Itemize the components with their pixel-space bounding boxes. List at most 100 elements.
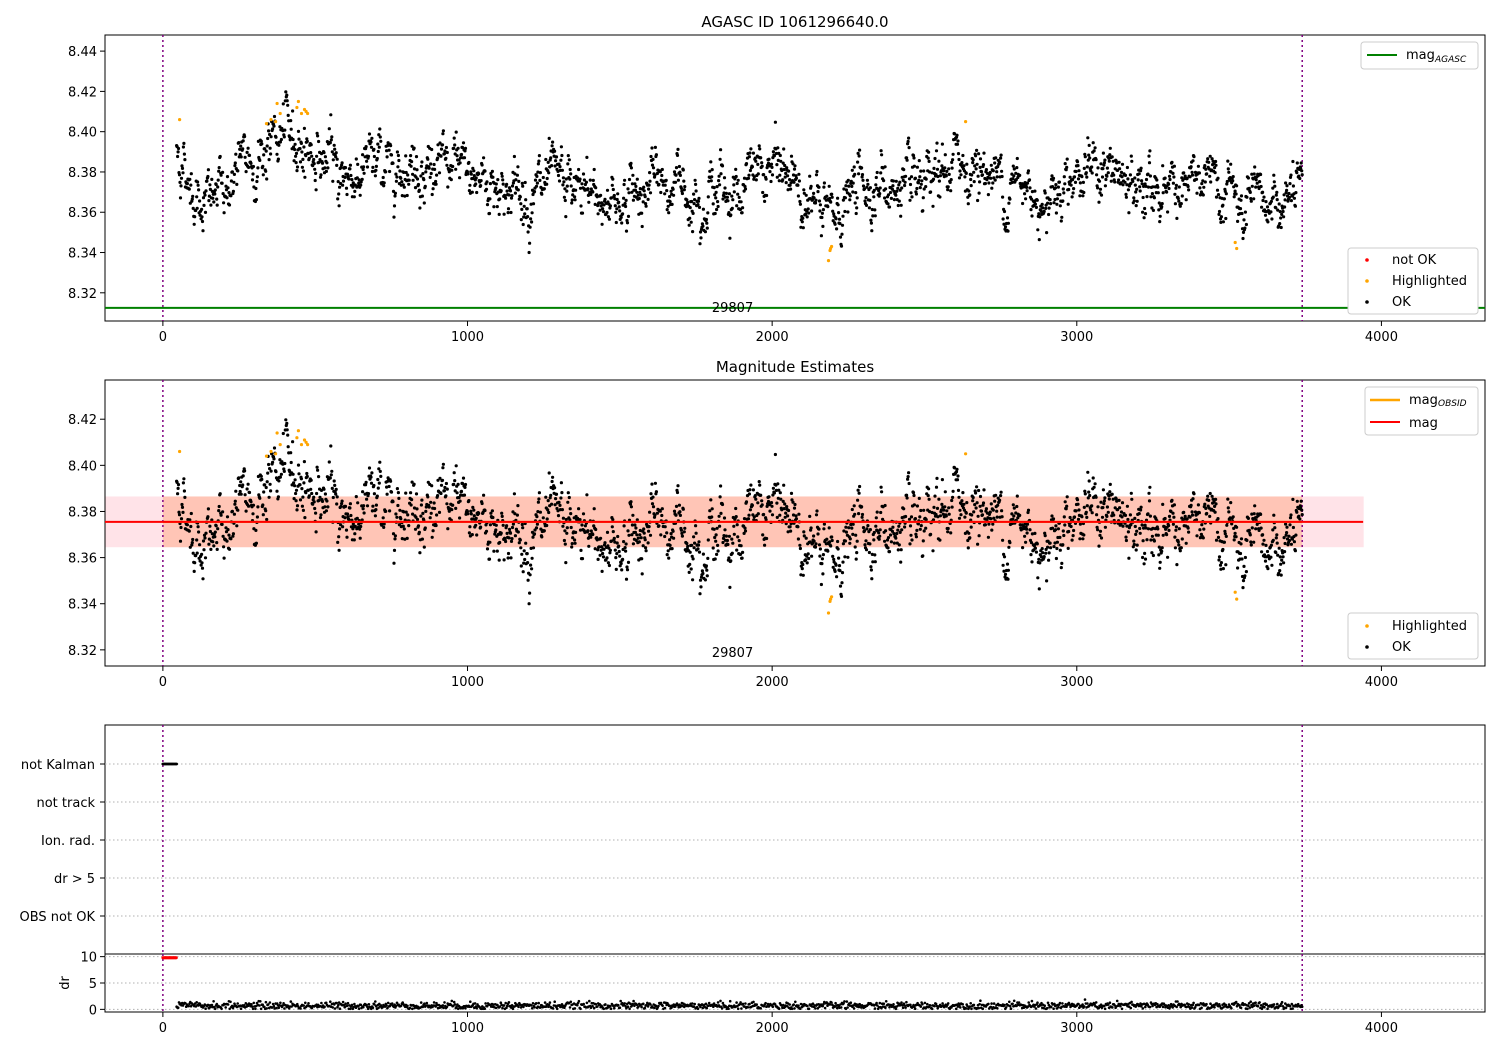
ok-point (692, 202, 696, 206)
ok-point (867, 550, 872, 555)
ok-point (1213, 166, 1217, 170)
ok-point (474, 182, 478, 186)
ok-point (317, 160, 321, 164)
ok-point (423, 184, 427, 188)
y-tick-label: 8.32 (68, 644, 97, 659)
ok-point (631, 513, 635, 517)
ok-point (600, 569, 604, 574)
ok-point (519, 202, 523, 206)
dr-point (335, 1001, 339, 1005)
ok-point (688, 216, 692, 220)
ok-point (646, 541, 650, 545)
ok-point (769, 162, 774, 166)
ok-point (521, 222, 525, 227)
ok-point (943, 490, 947, 494)
ok-point (1175, 563, 1179, 567)
ok-point (1205, 172, 1209, 176)
ok-point (319, 152, 324, 156)
ok-point (1216, 176, 1220, 180)
ok-point (294, 161, 298, 165)
ok-point (538, 171, 543, 175)
ok-point (1084, 510, 1088, 514)
ok-point (977, 191, 981, 195)
ok-point (693, 541, 697, 545)
ok-point (1147, 499, 1152, 503)
ok-point (798, 202, 803, 206)
ok-point (1076, 164, 1080, 168)
ok-point (1062, 175, 1066, 179)
ok-point (814, 513, 819, 517)
dr-point (254, 1007, 257, 1011)
ok-point (307, 156, 311, 160)
ok-point (895, 531, 899, 536)
ok-point (1132, 539, 1136, 543)
ok-point (333, 483, 337, 487)
ok-point (559, 496, 563, 500)
ok-point (563, 187, 567, 191)
ok-point (713, 535, 717, 540)
ok-point (1203, 180, 1207, 184)
ok-point (531, 202, 536, 206)
ok-point (231, 534, 235, 538)
ok-point (571, 536, 575, 540)
ok-point (888, 190, 893, 195)
ok-point (318, 516, 323, 520)
ok-point (752, 175, 756, 179)
ok-point (396, 503, 400, 508)
ok-point (965, 162, 969, 166)
ok-point (254, 541, 258, 545)
ok-point (899, 203, 903, 207)
ok-point (1161, 502, 1165, 506)
ok-point (955, 478, 960, 482)
ok-point (286, 445, 290, 449)
ok-point (1282, 561, 1286, 565)
ok-point (680, 534, 685, 538)
panel2-y-ticks: 8.328.348.368.388.408.42 (68, 413, 105, 659)
ok-point (190, 541, 194, 545)
ok-point (365, 504, 370, 508)
highlighted-point (306, 443, 310, 447)
ok-point (850, 184, 854, 188)
ok-point (415, 177, 420, 181)
ok-point (679, 528, 684, 532)
ok-point (559, 481, 564, 485)
ok-point (822, 185, 826, 189)
ok-point (260, 142, 264, 146)
ok-point (483, 508, 487, 513)
ok-point (505, 524, 509, 528)
ok-point (1174, 186, 1178, 190)
ok-point (999, 494, 1003, 498)
ok-point (410, 160, 414, 164)
ok-point (559, 145, 564, 149)
ok-point (1166, 555, 1170, 559)
ok-point (376, 486, 380, 490)
ok-point (511, 522, 515, 526)
ok-point (397, 496, 401, 500)
ok-point (1299, 161, 1303, 165)
ok-point (193, 215, 197, 219)
ok-point (835, 575, 839, 579)
ok-point (797, 172, 801, 176)
ok-point (516, 165, 520, 169)
ok-point (958, 508, 962, 512)
ok-point (212, 200, 216, 204)
ok-point (1069, 524, 1073, 529)
ok-point (601, 207, 605, 211)
ok-point (978, 165, 982, 169)
ok-point (617, 205, 621, 209)
ok-point (873, 214, 877, 218)
ok-point (381, 516, 385, 520)
ok-point (407, 524, 411, 528)
ok-point (651, 505, 656, 509)
ok-point (379, 474, 383, 478)
ok-point (763, 543, 767, 547)
ok-point (1245, 195, 1249, 199)
ok-point (961, 491, 965, 495)
ok-point (804, 212, 808, 216)
highlighted-point (274, 120, 278, 124)
ok-point (1279, 225, 1283, 230)
ok-point (749, 483, 753, 487)
ok-point (903, 180, 907, 184)
